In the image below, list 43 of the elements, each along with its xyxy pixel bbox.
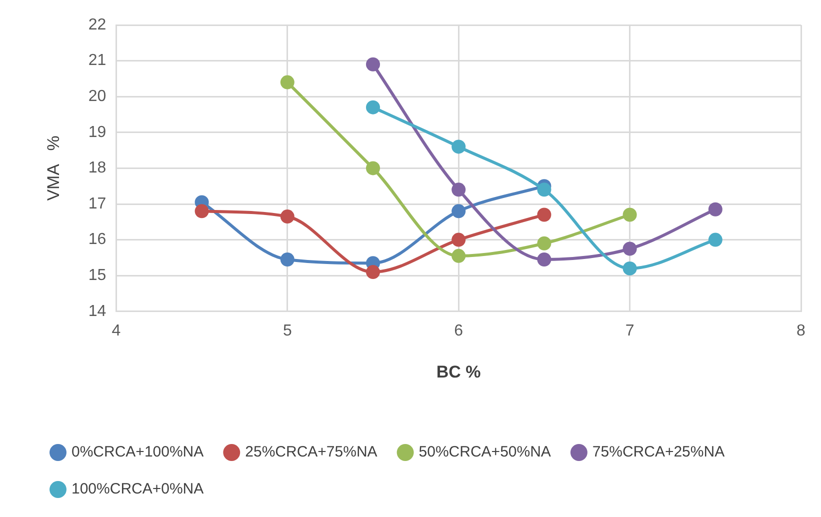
point <box>622 261 637 276</box>
point <box>537 208 552 222</box>
y-tick-label: 21 <box>88 52 106 70</box>
y-tick-label: 15 <box>88 267 106 284</box>
point <box>708 232 722 247</box>
point <box>366 100 380 114</box>
point <box>366 57 380 72</box>
point <box>452 232 466 247</box>
x-tick-label: 8 <box>796 322 806 340</box>
point <box>366 265 380 280</box>
x-axis-title: BC % <box>436 362 481 382</box>
legend-label: 75%CRCA+25%NA <box>592 444 725 461</box>
y-tick-label: 16 <box>88 231 106 248</box>
point <box>280 252 294 266</box>
y-tick-label: 19 <box>88 124 106 141</box>
y-tick-label: 14 <box>88 302 106 320</box>
point <box>194 204 209 218</box>
y-tick-label: 18 <box>88 160 106 177</box>
y-tick-label: 20 <box>88 88 106 106</box>
point <box>537 252 552 266</box>
point <box>366 161 380 176</box>
y-tick-label: 22 <box>88 16 106 34</box>
point <box>622 242 637 256</box>
point <box>708 202 722 216</box>
x-tick-label: 4 <box>112 322 121 340</box>
y-axis-title: VMA % <box>44 136 63 201</box>
y-tick-label: 17 <box>88 195 106 212</box>
point <box>537 182 552 197</box>
x-tick-label: 5 <box>282 322 292 340</box>
point <box>452 248 466 263</box>
point <box>452 204 466 218</box>
legend-label: 0%CRCA+100%NA <box>72 444 204 461</box>
point <box>452 182 466 197</box>
point <box>537 236 552 250</box>
point <box>280 75 294 90</box>
x-tick-label: 7 <box>625 322 634 340</box>
legend-label: 100%CRCA+0%NA <box>72 480 204 498</box>
point <box>622 208 637 222</box>
x-tick-label: 6 <box>454 322 464 340</box>
point <box>280 210 294 224</box>
legend-label: 25%CRCA+75%NA <box>245 444 378 461</box>
legend-label: 50%CRCA+50%NA <box>418 444 551 461</box>
point <box>452 140 466 154</box>
